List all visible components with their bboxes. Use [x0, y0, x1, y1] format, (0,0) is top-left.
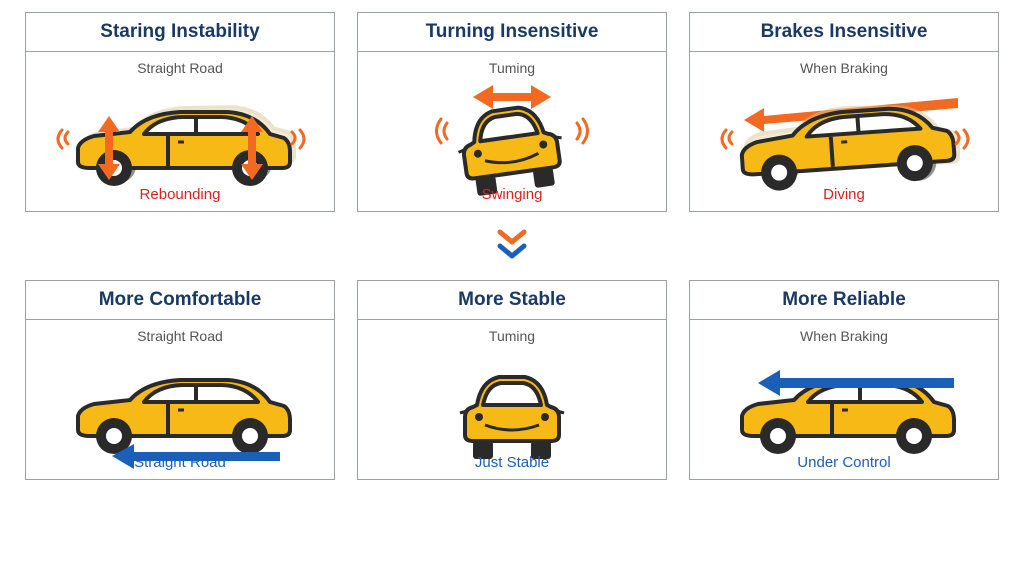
card-caption: Just Stable — [358, 454, 666, 471]
card-illustration: Swinging — [358, 76, 666, 211]
card-caption: Straight Road — [26, 454, 334, 471]
card-title: Turning Insensitive — [358, 13, 666, 52]
card-illustration: Straight Road — [26, 344, 334, 479]
card-subtitle: Straight Road — [26, 52, 334, 76]
bottom-card-1: More Stable Tuming Just Stable — [357, 280, 667, 480]
card-title: More Reliable — [690, 281, 998, 320]
transition-chevrons — [492, 226, 532, 266]
card-title: Brakes Insensitive — [690, 13, 998, 52]
card-caption: Swinging — [358, 186, 666, 203]
card-subtitle: Tuming — [358, 320, 666, 344]
top-row: Staring Instability Straight Road — [25, 12, 999, 212]
card-title: Staring Instability — [26, 13, 334, 52]
card-title: More Stable — [358, 281, 666, 320]
card-caption: Under Control — [690, 454, 998, 471]
bottom-card-2: More Reliable When Braking Under Control — [689, 280, 999, 480]
top-card-2: Brakes Insensitive When Braking — [689, 12, 999, 212]
card-caption: Rebounding — [26, 186, 334, 203]
card-subtitle: Tuming — [358, 52, 666, 76]
top-card-0: Staring Instability Straight Road — [25, 12, 335, 212]
card-subtitle: When Braking — [690, 320, 998, 344]
bottom-row: More Comfortable Straight Road Straight … — [25, 280, 999, 480]
card-subtitle: When Braking — [690, 52, 998, 76]
card-illustration: Under Control — [690, 344, 998, 479]
card-subtitle: Straight Road — [26, 320, 334, 344]
bottom-card-0: More Comfortable Straight Road Straight … — [25, 280, 335, 480]
card-caption: Diving — [690, 186, 998, 203]
card-title: More Comfortable — [26, 281, 334, 320]
card-illustration: Diving — [690, 76, 998, 211]
top-card-1: Turning Insensitive Tuming — [357, 12, 667, 212]
infographic-container: Staring Instability Straight Road — [24, 12, 1000, 480]
card-illustration: Rebounding — [26, 76, 334, 211]
card-illustration: Just Stable — [358, 344, 666, 479]
